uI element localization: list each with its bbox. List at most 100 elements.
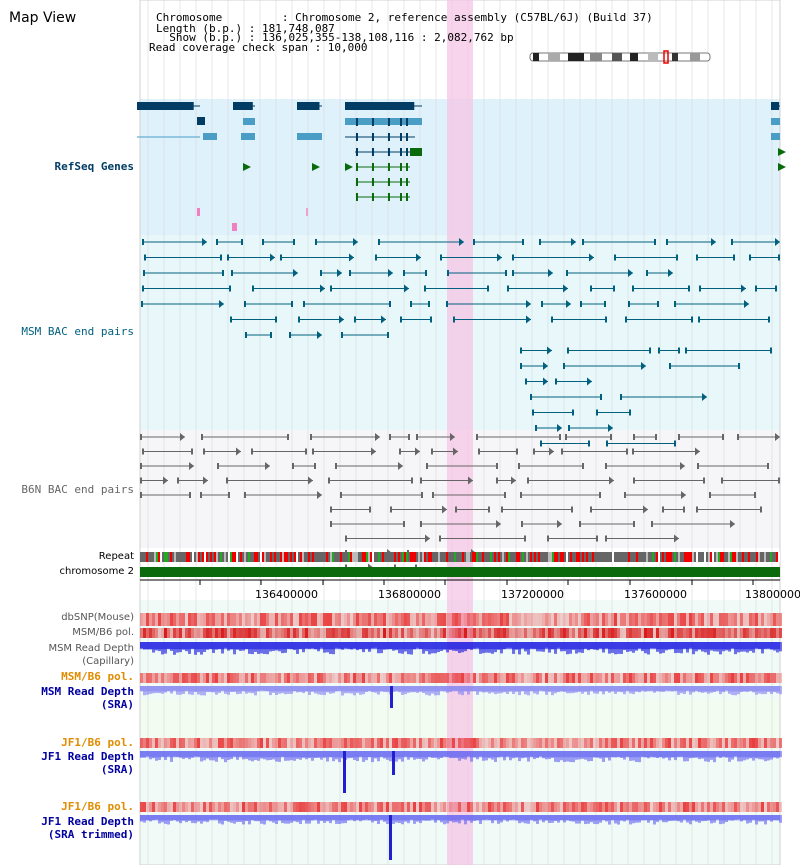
depth-bar	[275, 686, 278, 696]
gene-exon	[372, 118, 374, 126]
bac-end	[476, 434, 478, 440]
depth-bar	[254, 815, 257, 822]
repeat-block	[632, 552, 634, 562]
depth-bar	[419, 642, 422, 649]
repeat-block	[352, 552, 354, 562]
depth-bar	[629, 751, 632, 761]
heat-cell	[212, 628, 215, 638]
b6n-bac-label[interactable]: B6N BAC end pairs	[21, 483, 134, 496]
bac-end-arrow	[388, 269, 393, 277]
repeat-block	[486, 552, 488, 562]
heat-cell	[302, 738, 305, 748]
heat-cell	[221, 802, 224, 812]
heat-cell	[326, 673, 329, 683]
repeat-block	[524, 552, 526, 562]
msm-bac-label[interactable]: MSM BAC end pairs	[21, 325, 134, 338]
heat-cell	[419, 802, 422, 812]
depth-bar	[668, 686, 671, 691]
repeat-block	[278, 552, 280, 562]
depth-bar	[332, 751, 335, 762]
repeat-block	[272, 552, 274, 562]
chromosome-label: chromosome 2	[59, 566, 134, 577]
heat-cell	[584, 802, 587, 812]
depth-bar	[488, 751, 491, 759]
depth-bar	[551, 751, 554, 758]
refseq-genes-label[interactable]: RefSeq Genes	[54, 160, 134, 173]
heat-cell	[536, 673, 539, 683]
heat-cell	[602, 673, 605, 683]
gene-exon	[388, 163, 390, 171]
heat-cell	[248, 802, 251, 812]
heat-cell	[335, 738, 338, 748]
depth-bar	[293, 751, 296, 761]
bac-end	[605, 535, 607, 542]
depth-bar	[272, 751, 275, 760]
depth-bar	[491, 751, 494, 760]
heat-cell	[578, 802, 581, 812]
heat-cell	[191, 673, 194, 683]
heat-cell	[713, 673, 716, 683]
heat-cell	[578, 628, 581, 638]
depth-bar	[731, 686, 734, 696]
depth-bar	[146, 815, 149, 821]
repeat-block	[400, 552, 402, 562]
gene-exon	[356, 148, 358, 156]
depth-bar	[773, 751, 776, 758]
ideogram-band	[612, 53, 622, 61]
heat-cell	[515, 628, 518, 638]
heat-cell	[680, 628, 683, 638]
bac-end	[737, 434, 739, 440]
heat-cell	[188, 738, 191, 748]
heat-cell	[404, 628, 407, 638]
bac-end	[525, 378, 527, 385]
bac-end	[341, 332, 343, 338]
depth-bar	[275, 751, 278, 762]
heat-cell	[332, 628, 335, 638]
depth-bar	[374, 642, 377, 648]
bac-end-arrow	[563, 284, 568, 293]
repeat-block	[594, 552, 596, 562]
gene-exon	[400, 163, 402, 171]
depth-bar	[365, 815, 368, 820]
heat-cell	[659, 802, 662, 812]
heat-cell	[629, 628, 632, 638]
repeat-block	[620, 552, 622, 562]
heat-cell	[596, 802, 599, 812]
depth-bar	[752, 751, 755, 761]
heat-cell	[656, 613, 659, 626]
repeat-block	[444, 552, 446, 562]
heat-cell	[224, 738, 227, 748]
bac-end	[245, 332, 247, 338]
depth-bar	[293, 642, 296, 651]
depth-bar	[578, 815, 581, 824]
heat-cell	[443, 613, 446, 626]
depth-bar	[494, 751, 497, 762]
heat-cell	[269, 738, 272, 748]
plot-frame	[139, 0, 781, 865]
depth-bar	[719, 686, 722, 695]
depth-bar	[185, 751, 188, 758]
heat-cell	[416, 802, 419, 812]
depth-bar	[251, 686, 254, 694]
bac-end-arrow	[381, 315, 386, 324]
heat-cell	[419, 628, 422, 638]
heat-cell	[731, 738, 734, 748]
depth-bar	[674, 751, 677, 761]
bac-end	[632, 285, 634, 292]
depth-bar	[524, 686, 527, 695]
depth-bar	[395, 686, 398, 692]
depth-bar	[617, 815, 620, 825]
bac-end	[473, 239, 475, 245]
depth-bar	[593, 642, 596, 650]
heat-cell	[395, 738, 398, 748]
bac-end	[431, 448, 433, 455]
depth-bar	[371, 815, 374, 823]
heat-cell	[602, 738, 605, 748]
heat-cell	[233, 613, 236, 626]
repeat-block	[488, 552, 490, 562]
depth-bar	[773, 686, 776, 693]
depth-bar	[257, 751, 260, 761]
heat-cell	[731, 628, 734, 638]
bac-end	[440, 254, 442, 261]
